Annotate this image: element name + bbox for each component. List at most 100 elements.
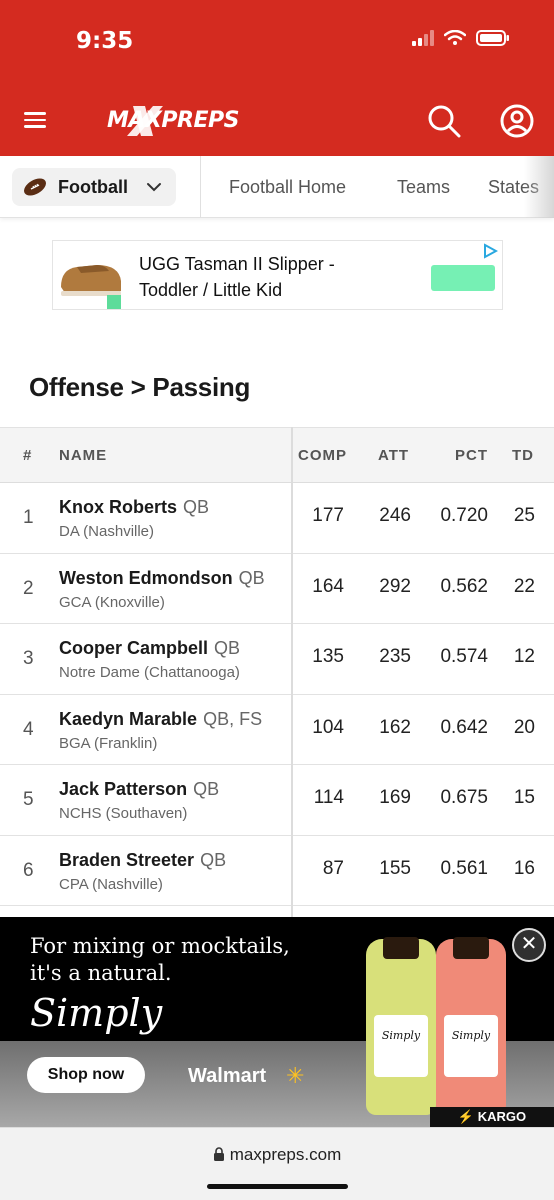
lock-icon	[213, 1147, 224, 1161]
account-button[interactable]	[497, 101, 537, 141]
player-name-link[interactable]: Braden Streeter QB	[59, 850, 226, 871]
nav-link-teams[interactable]: Teams	[397, 177, 451, 197]
player-name-link[interactable]: Kaedyn Marable QB, FS	[59, 709, 262, 730]
stat-td: 12	[513, 646, 535, 667]
stat-td: 20	[513, 716, 535, 738]
player-name-link[interactable]: Weston Edmondson QB	[59, 568, 265, 589]
home-indicator	[207, 1184, 348, 1189]
wifi-icon	[444, 30, 466, 45]
column-header-att[interactable]: ATT	[378, 447, 410, 464]
kargo-badge: ⚡ KARGO	[430, 1107, 554, 1127]
ad-marker	[107, 295, 121, 309]
sticky-footer-ad[interactable]: For mixing or mocktails, it's a natural.…	[0, 917, 554, 1127]
column-header-comp[interactable]: COMP	[298, 447, 347, 464]
stat-pct: 0.642	[440, 716, 488, 738]
player-school: GCA (Knoxville)	[59, 593, 165, 611]
table-row[interactable]: 3 Cooper Campbell QB Notre Dame (Chattano…	[0, 624, 554, 695]
stat-pct: 0.720	[440, 505, 488, 526]
stat-att: 169	[379, 787, 411, 808]
row-rank: 2	[23, 577, 34, 599]
player-name: Cooper Campbell	[59, 638, 209, 658]
bottle-cap	[383, 937, 419, 959]
search-icon	[428, 105, 461, 138]
player-school: NCHS (Southaven)	[59, 805, 188, 822]
player-position: QB	[238, 567, 265, 588]
sport-selector[interactable]: Football	[12, 168, 176, 206]
sport-subnav: Football Football Home Teams States	[0, 156, 554, 218]
menu-icon	[24, 112, 46, 115]
row-rank: 3	[23, 648, 34, 669]
ad-product-subtitle: Toddler / Little Kid	[139, 280, 283, 300]
nav-link-football-home[interactable]: Football Home	[229, 177, 347, 197]
maxpreps-logo[interactable]: MAXPREPS	[107, 100, 247, 142]
stat-att: 292	[379, 575, 411, 597]
player-school: DA (Nashville)	[59, 523, 155, 540]
hamburger-menu-button[interactable]	[24, 108, 50, 132]
walmart-logo: Walmart	[188, 1065, 267, 1087]
status-bar: 9:35	[0, 0, 554, 86]
football-icon	[24, 178, 46, 196]
ad-product-title: UGG Tasman II Slipper -	[139, 254, 335, 274]
player-name-link[interactable]: Jack Patterson QB	[59, 779, 219, 800]
ad-brand-logo: Simply	[30, 991, 163, 1035]
table-row[interactable]: 6 Braden Streeter QB CPA (Nashville) 87 1…	[0, 835, 554, 906]
player-position: QB	[214, 638, 241, 658]
player-name-link[interactable]: Knox Roberts QB	[59, 497, 209, 518]
player-name: Knox Roberts	[59, 497, 178, 517]
table-header: # NAME COMP ATT PCT TD	[0, 427, 554, 483]
stat-att: 246	[379, 505, 411, 526]
player-name-link[interactable]: Cooper Campbell QB	[59, 638, 240, 659]
table-row[interactable]: 4 Kaedyn Marable QB, FS BGA (Franklin) 10…	[0, 694, 554, 765]
bottle-label: Simply	[374, 1015, 428, 1077]
column-header-pct[interactable]: PCT	[455, 447, 488, 464]
passing-stats-table: # NAME COMP ATT PCT TD 1 Knox Roberts QB …	[0, 427, 554, 906]
player-name: Braden Streeter	[59, 849, 195, 870]
player-school: BGA (Franklin)	[59, 734, 158, 752]
stat-comp: 104	[312, 716, 344, 738]
stat-pct: 0.562	[440, 575, 488, 597]
status-icons	[412, 30, 510, 46]
bottle-label: Simply	[444, 1015, 498, 1077]
stat-att: 155	[379, 857, 411, 879]
subnav-divider	[200, 156, 201, 218]
stat-att: 162	[379, 716, 411, 738]
search-button[interactable]	[424, 101, 464, 141]
stat-comp: 164	[312, 575, 344, 597]
player-position: QB	[200, 849, 227, 870]
sport-selector-label: Football	[58, 176, 128, 197]
browser-url-bar[interactable]: maxpreps.com	[0, 1127, 554, 1200]
ad-headline: For mixing or mocktails, it's a natural.	[30, 933, 290, 987]
column-header-td[interactable]: TD	[512, 447, 534, 464]
cellular-signal-icon	[412, 30, 434, 46]
table-row[interactable]: 5 Jack Patterson QB NCHS (Southaven) 114 …	[0, 765, 554, 836]
ad-cta-button[interactable]	[431, 265, 495, 291]
ad-headline-line-1: For mixing or mocktails,	[30, 934, 290, 958]
app-header: MAXPREPS	[0, 86, 554, 156]
shop-now-button[interactable]: Shop now	[27, 1057, 145, 1093]
close-ad-button[interactable]: ✕	[512, 928, 546, 962]
stat-att: 235	[379, 646, 411, 667]
stat-comp: 114	[313, 787, 344, 808]
stat-td: 15	[513, 787, 535, 808]
row-rank: 1	[23, 507, 34, 528]
ad-choices-icon[interactable]	[482, 243, 498, 259]
page-title: Offense > Passing	[29, 372, 251, 402]
sticky-column-divider	[291, 427, 293, 917]
subnav-scroll-fade	[524, 156, 554, 218]
row-rank: 4	[23, 718, 34, 740]
user-icon	[500, 104, 534, 138]
stat-comp: 135	[312, 646, 344, 667]
column-header-name[interactable]: NAME	[59, 447, 108, 464]
banner-ad[interactable]: UGG Tasman II Slipper - Toddler / Little…	[52, 240, 503, 310]
lime-margarita-bottle: Simply	[366, 937, 436, 1115]
table-row[interactable]: 2 Weston Edmondson QB GCA (Knoxville) 164…	[0, 553, 554, 624]
close-icon: ✕	[520, 933, 538, 955]
player-position: QB, FS	[203, 708, 263, 729]
row-rank: 6	[23, 859, 34, 881]
ad-headline-line-2: it's a natural.	[30, 961, 172, 985]
stat-comp: 177	[312, 505, 344, 526]
table-row[interactable]: 1 Knox Roberts QB DA (Nashville) 177 246 …	[0, 483, 554, 554]
walmart-spark-icon: ✳	[286, 1063, 305, 1088]
url-display[interactable]: maxpreps.com	[0, 1145, 554, 1165]
slipper-product-image	[61, 265, 121, 296]
